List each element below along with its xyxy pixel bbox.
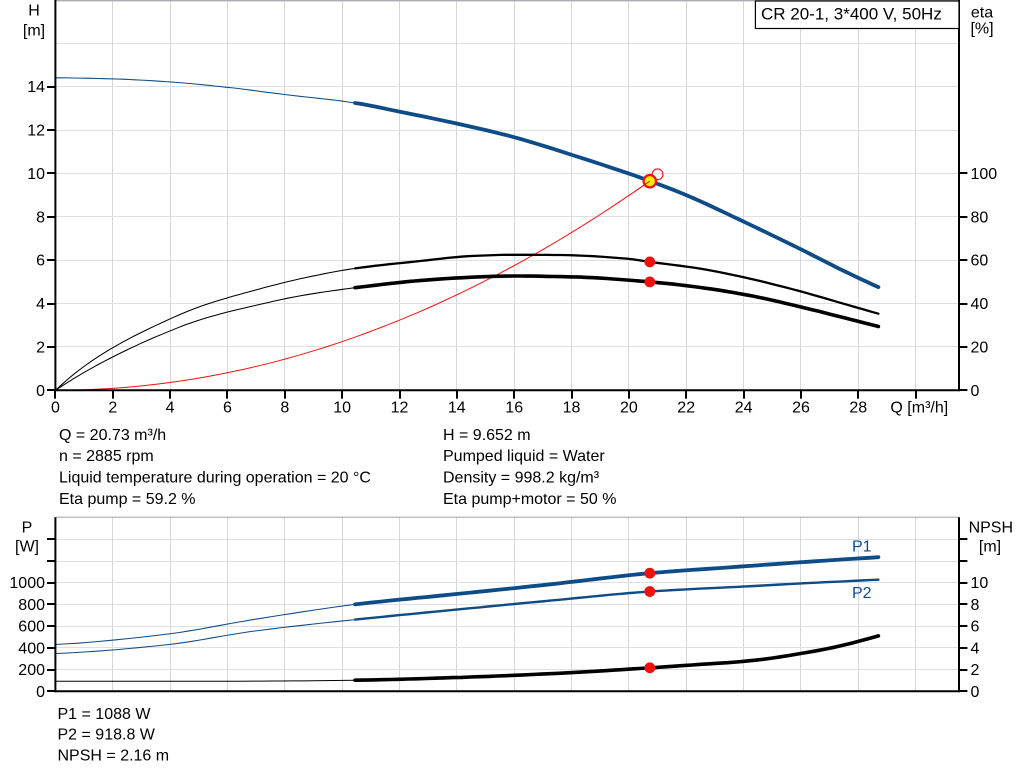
svg-text:P: P (22, 520, 33, 537)
svg-text:400: 400 (18, 640, 45, 657)
svg-text:8: 8 (36, 209, 45, 226)
svg-text:0: 0 (36, 684, 45, 701)
svg-text:0: 0 (51, 400, 60, 417)
svg-text:2: 2 (971, 662, 980, 679)
svg-text:eta: eta (971, 4, 993, 21)
svg-text:22: 22 (677, 400, 695, 417)
svg-text:Q [m³/h]: Q [m³/h] (890, 400, 948, 417)
svg-text:CR 20-1, 3*400 V, 50Hz: CR 20-1, 3*400 V, 50Hz (761, 5, 942, 24)
svg-text:2: 2 (36, 339, 45, 356)
svg-text:NPSH: NPSH (969, 520, 1013, 537)
svg-text:1000: 1000 (9, 575, 45, 592)
svg-text:20: 20 (620, 400, 638, 417)
svg-text:60: 60 (971, 253, 989, 270)
svg-text:10: 10 (27, 166, 45, 183)
svg-text:[m]: [m] (979, 539, 1001, 556)
svg-text:Density = 998.2 kg/m³: Density = 998.2 kg/m³ (443, 470, 600, 487)
svg-text:[m]: [m] (23, 22, 45, 39)
svg-text:12: 12 (391, 400, 409, 417)
svg-text:P1: P1 (852, 539, 872, 556)
svg-text:4: 4 (971, 640, 980, 657)
svg-text:0: 0 (971, 383, 980, 400)
svg-text:200: 200 (18, 662, 45, 679)
svg-text:6: 6 (223, 400, 232, 417)
svg-text:6: 6 (971, 619, 980, 636)
svg-text:14: 14 (27, 79, 45, 96)
svg-text:NPSH = 2.16 m: NPSH = 2.16 m (58, 747, 170, 764)
svg-text:100: 100 (971, 166, 998, 183)
svg-text:10: 10 (971, 575, 989, 592)
svg-text:n = 2885 rpm: n = 2885 rpm (59, 448, 154, 465)
svg-text:26: 26 (792, 400, 810, 417)
svg-text:[%]: [%] (970, 20, 993, 37)
svg-text:0: 0 (36, 383, 45, 400)
svg-text:2: 2 (108, 400, 117, 417)
svg-text:80: 80 (971, 209, 989, 226)
svg-text:Eta pump = 59.2 %: Eta pump = 59.2 % (59, 491, 196, 508)
svg-text:600: 600 (18, 619, 45, 636)
svg-text:4: 4 (36, 296, 45, 313)
svg-text:8: 8 (971, 597, 980, 614)
svg-text:P2 = 918.8 W: P2 = 918.8 W (58, 727, 156, 744)
svg-text:20: 20 (971, 339, 989, 356)
svg-text:H: H (28, 2, 40, 19)
svg-text:14: 14 (448, 400, 466, 417)
svg-text:P2: P2 (852, 585, 872, 602)
svg-text:[W]: [W] (15, 539, 39, 556)
svg-text:Eta pump+motor = 50 %: Eta pump+motor = 50 % (443, 491, 616, 508)
svg-text:6: 6 (36, 253, 45, 270)
svg-text:18: 18 (563, 400, 581, 417)
svg-text:Pumped liquid = Water: Pumped liquid = Water (443, 448, 605, 465)
svg-text:10: 10 (333, 400, 351, 417)
svg-text:16: 16 (505, 400, 523, 417)
svg-text:P1 = 1088 W: P1 = 1088 W (58, 706, 152, 723)
svg-text:12: 12 (27, 123, 45, 140)
svg-text:40: 40 (971, 296, 989, 313)
svg-text:24: 24 (735, 400, 753, 417)
svg-text:8: 8 (280, 400, 289, 417)
svg-text:4: 4 (166, 400, 175, 417)
svg-text:Liquid temperature during oper: Liquid temperature during operation = 20… (59, 470, 371, 487)
svg-text:800: 800 (18, 597, 45, 614)
svg-text:Q = 20.73 m³/h: Q = 20.73 m³/h (59, 427, 166, 444)
svg-text:H = 9.652 m: H = 9.652 m (443, 427, 531, 444)
svg-text:0: 0 (971, 684, 980, 701)
svg-text:28: 28 (849, 400, 867, 417)
